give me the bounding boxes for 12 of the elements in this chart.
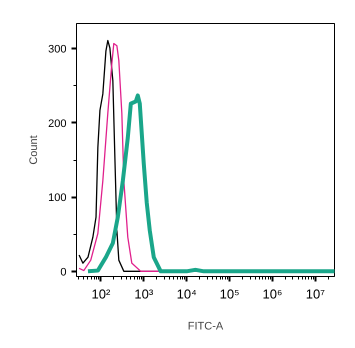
y-tick-label: 300 [48, 44, 67, 56]
x-axis-title: FITC-A [188, 320, 224, 332]
y-tick-label: 200 [48, 118, 67, 130]
x-tick-label: 10⁶ [262, 286, 282, 302]
y-tick-label: 100 [48, 192, 67, 204]
x-tick-label: 10² [91, 286, 111, 302]
y-axis-title: Count [28, 135, 40, 165]
x-tick-label: 10³ [134, 286, 154, 302]
y-tick-label: 0 [60, 266, 67, 278]
x-tick-label: 10⁷ [306, 286, 326, 302]
x-tick-label: 10⁵ [220, 286, 240, 302]
x-tick-label: 10⁴ [176, 286, 197, 302]
